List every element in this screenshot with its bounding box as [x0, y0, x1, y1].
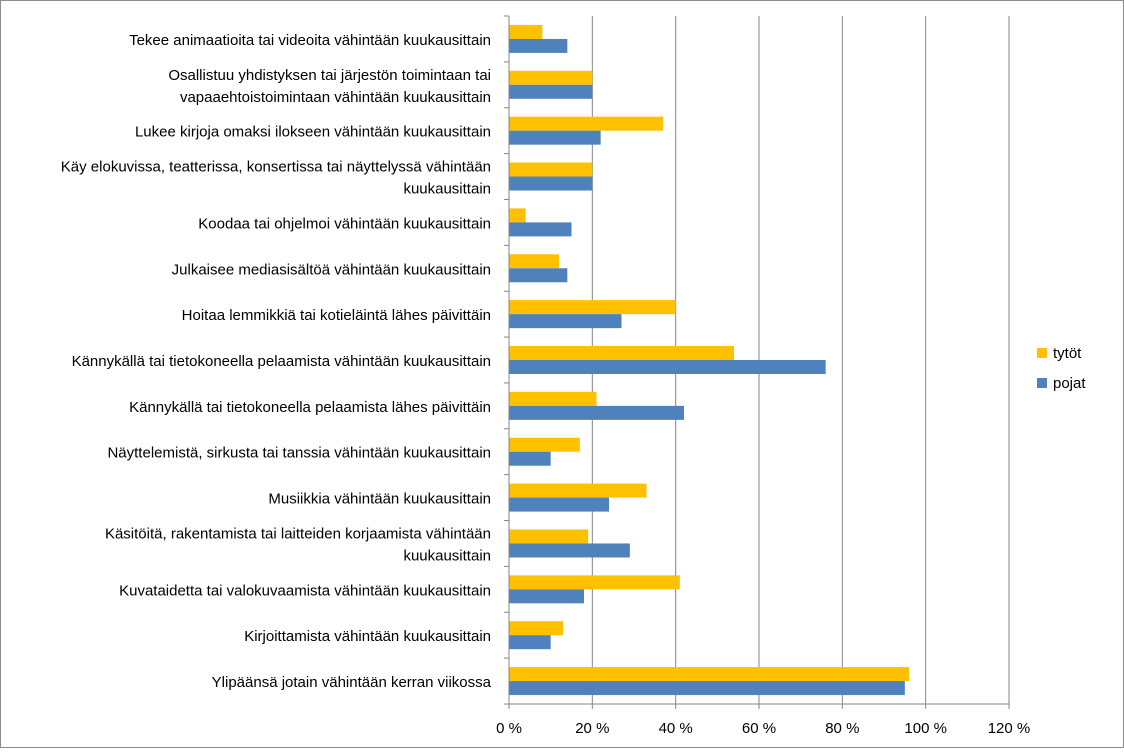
category-label: vapaaehtoistoimintaan vähintään kuukausi… — [180, 89, 491, 106]
x-tick-label: 40 % — [659, 720, 693, 737]
bar-boys — [509, 681, 905, 696]
legend: tytöt pojat — [1037, 345, 1086, 392]
category-label: Kännykällä tai tietokoneella pelaamista … — [129, 399, 491, 416]
category-label: Kirjoittamista vähintään kuukausittain — [244, 628, 491, 645]
bars — [509, 24, 909, 696]
axes — [504, 15, 1010, 709]
category-label: kuukausittain — [403, 181, 491, 198]
bar-girls — [509, 116, 664, 131]
x-tick-labels: 0 % 20 % 40 % 60 % 80 % 100 % 120 % — [496, 720, 1030, 737]
bar-boys — [509, 543, 630, 558]
legend-swatch — [1037, 348, 1047, 358]
category-label: Osallistuu yhdistyksen tai järjestön toi… — [168, 67, 491, 84]
legend-label: tytöt — [1053, 345, 1082, 362]
x-tick-label: 20 % — [575, 720, 609, 737]
category-label: Käy elokuvissa, teatterissa, konsertissa… — [61, 159, 491, 176]
category-label: Hoitaa lemmikkiä tai kotieläintä lähes p… — [182, 307, 491, 324]
bar-girls — [509, 529, 589, 544]
bar-girls — [509, 391, 597, 406]
x-tick-label: 0 % — [496, 720, 522, 737]
bar-boys — [509, 497, 609, 512]
bar-girls — [509, 621, 564, 636]
bar-boys — [509, 451, 551, 466]
bar-girls — [509, 300, 676, 315]
category-label: Kuvataidetta tai valokuvaamista vähintää… — [119, 582, 491, 599]
bar-boys — [509, 360, 826, 374]
bar-girls — [509, 346, 734, 360]
category-label: Näyttelemistä, sirkusta tai tanssia vähi… — [107, 445, 491, 462]
bar-boys — [509, 222, 572, 237]
bar-girls — [509, 483, 647, 498]
category-label: Musiikkia vähintään kuukausittain — [268, 491, 491, 508]
bar-girls — [509, 70, 593, 85]
x-tick-label: 80 % — [825, 720, 859, 737]
category-label: Lukee kirjoja omaksi ilokseen vähintään … — [135, 124, 491, 141]
bar-boys — [509, 176, 593, 191]
bar-boys — [509, 268, 568, 283]
bar-girls — [509, 667, 909, 682]
x-tick-label: 120 % — [988, 720, 1031, 737]
bar-boys — [509, 84, 593, 99]
bar-girls — [509, 162, 593, 177]
bar-girls — [509, 437, 580, 452]
category-label: Julkaisee mediasisältöä vähintään kuukau… — [172, 261, 491, 278]
bar-girls — [509, 254, 559, 269]
legend-swatch — [1037, 378, 1047, 388]
bar-boys — [509, 130, 601, 145]
bar-boys — [509, 314, 622, 329]
category-label: Ylipäänsä jotain vähintään kerran viikos… — [212, 674, 492, 691]
x-tick-label: 100 % — [904, 720, 947, 737]
category-label: kuukausittain — [403, 547, 491, 564]
bar-girls — [509, 208, 526, 223]
bar-boys — [509, 635, 551, 650]
bar-boys — [509, 589, 584, 604]
category-labels: Tekee animaatioita tai videoita vähintää… — [61, 32, 492, 691]
bar-boys — [509, 38, 568, 53]
category-label: Koodaa tai ohjelmoi vähintään kuukausitt… — [198, 215, 491, 232]
category-label: Kännykällä tai tietokoneella pelaamista … — [72, 353, 491, 370]
bar-girls — [509, 24, 543, 39]
category-label: Tekee animaatioita tai videoita vähintää… — [129, 32, 491, 49]
legend-label: pojat — [1053, 375, 1086, 392]
bar-boys — [509, 405, 684, 420]
category-label: Käsitöitä, rakentamista tai laitteiden k… — [105, 525, 491, 542]
bar-girls — [509, 575, 680, 590]
x-tick-label: 60 % — [742, 720, 776, 737]
